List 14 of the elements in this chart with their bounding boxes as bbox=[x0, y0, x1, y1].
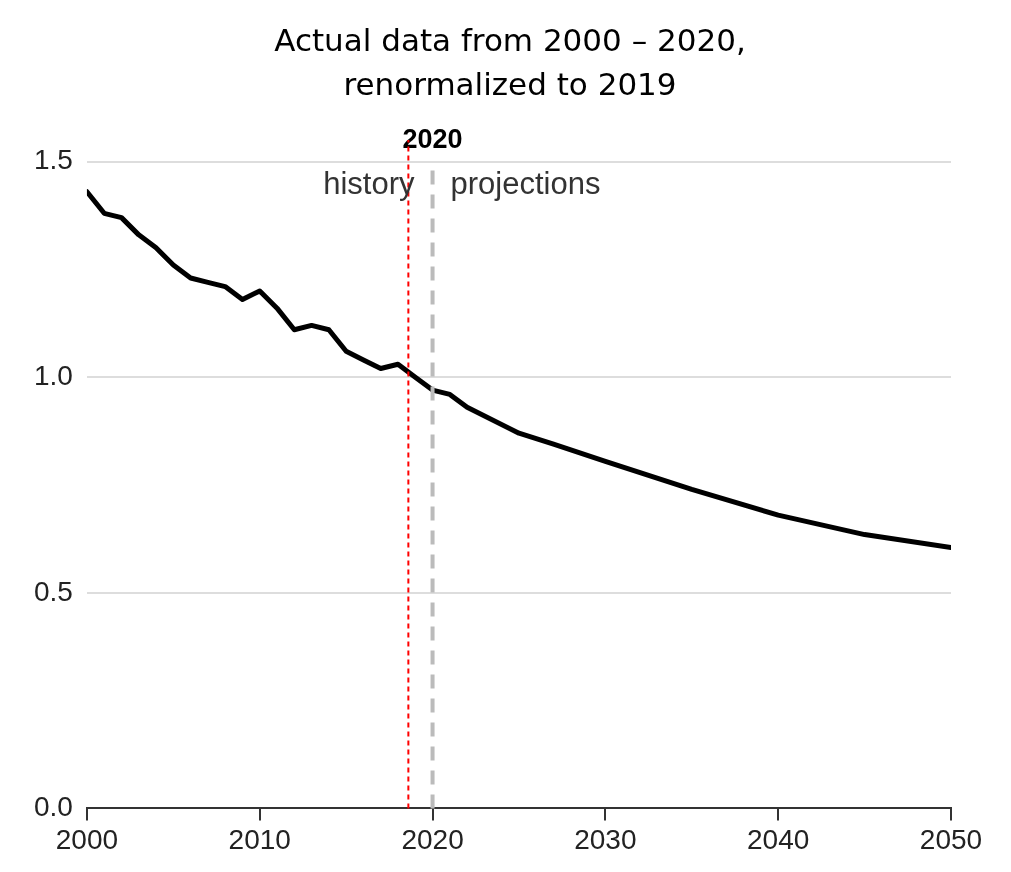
x-tick-label: 2020 bbox=[401, 823, 464, 855]
annotation: history bbox=[323, 165, 416, 201]
chart-title: Actual data from 2000 – 2020, renormalized to 2019 bbox=[273, 21, 747, 104]
x-tick-label: 2000 bbox=[55, 823, 119, 855]
y-tick-label: 0.0 bbox=[33, 791, 73, 823]
ref-line-label: 2020 bbox=[402, 123, 463, 154]
x-tick-label: 2030 bbox=[574, 823, 637, 855]
y-tick-label: 0.5 bbox=[33, 575, 73, 607]
y-tick-label: 1.5 bbox=[33, 144, 73, 176]
x-tick-label: 2050 bbox=[919, 823, 983, 855]
x-tick-label: 2040 bbox=[747, 823, 810, 855]
y-tick-label: 1.0 bbox=[33, 359, 73, 391]
x-tick-label: 2010 bbox=[228, 823, 291, 855]
annotation: projections bbox=[450, 165, 601, 201]
